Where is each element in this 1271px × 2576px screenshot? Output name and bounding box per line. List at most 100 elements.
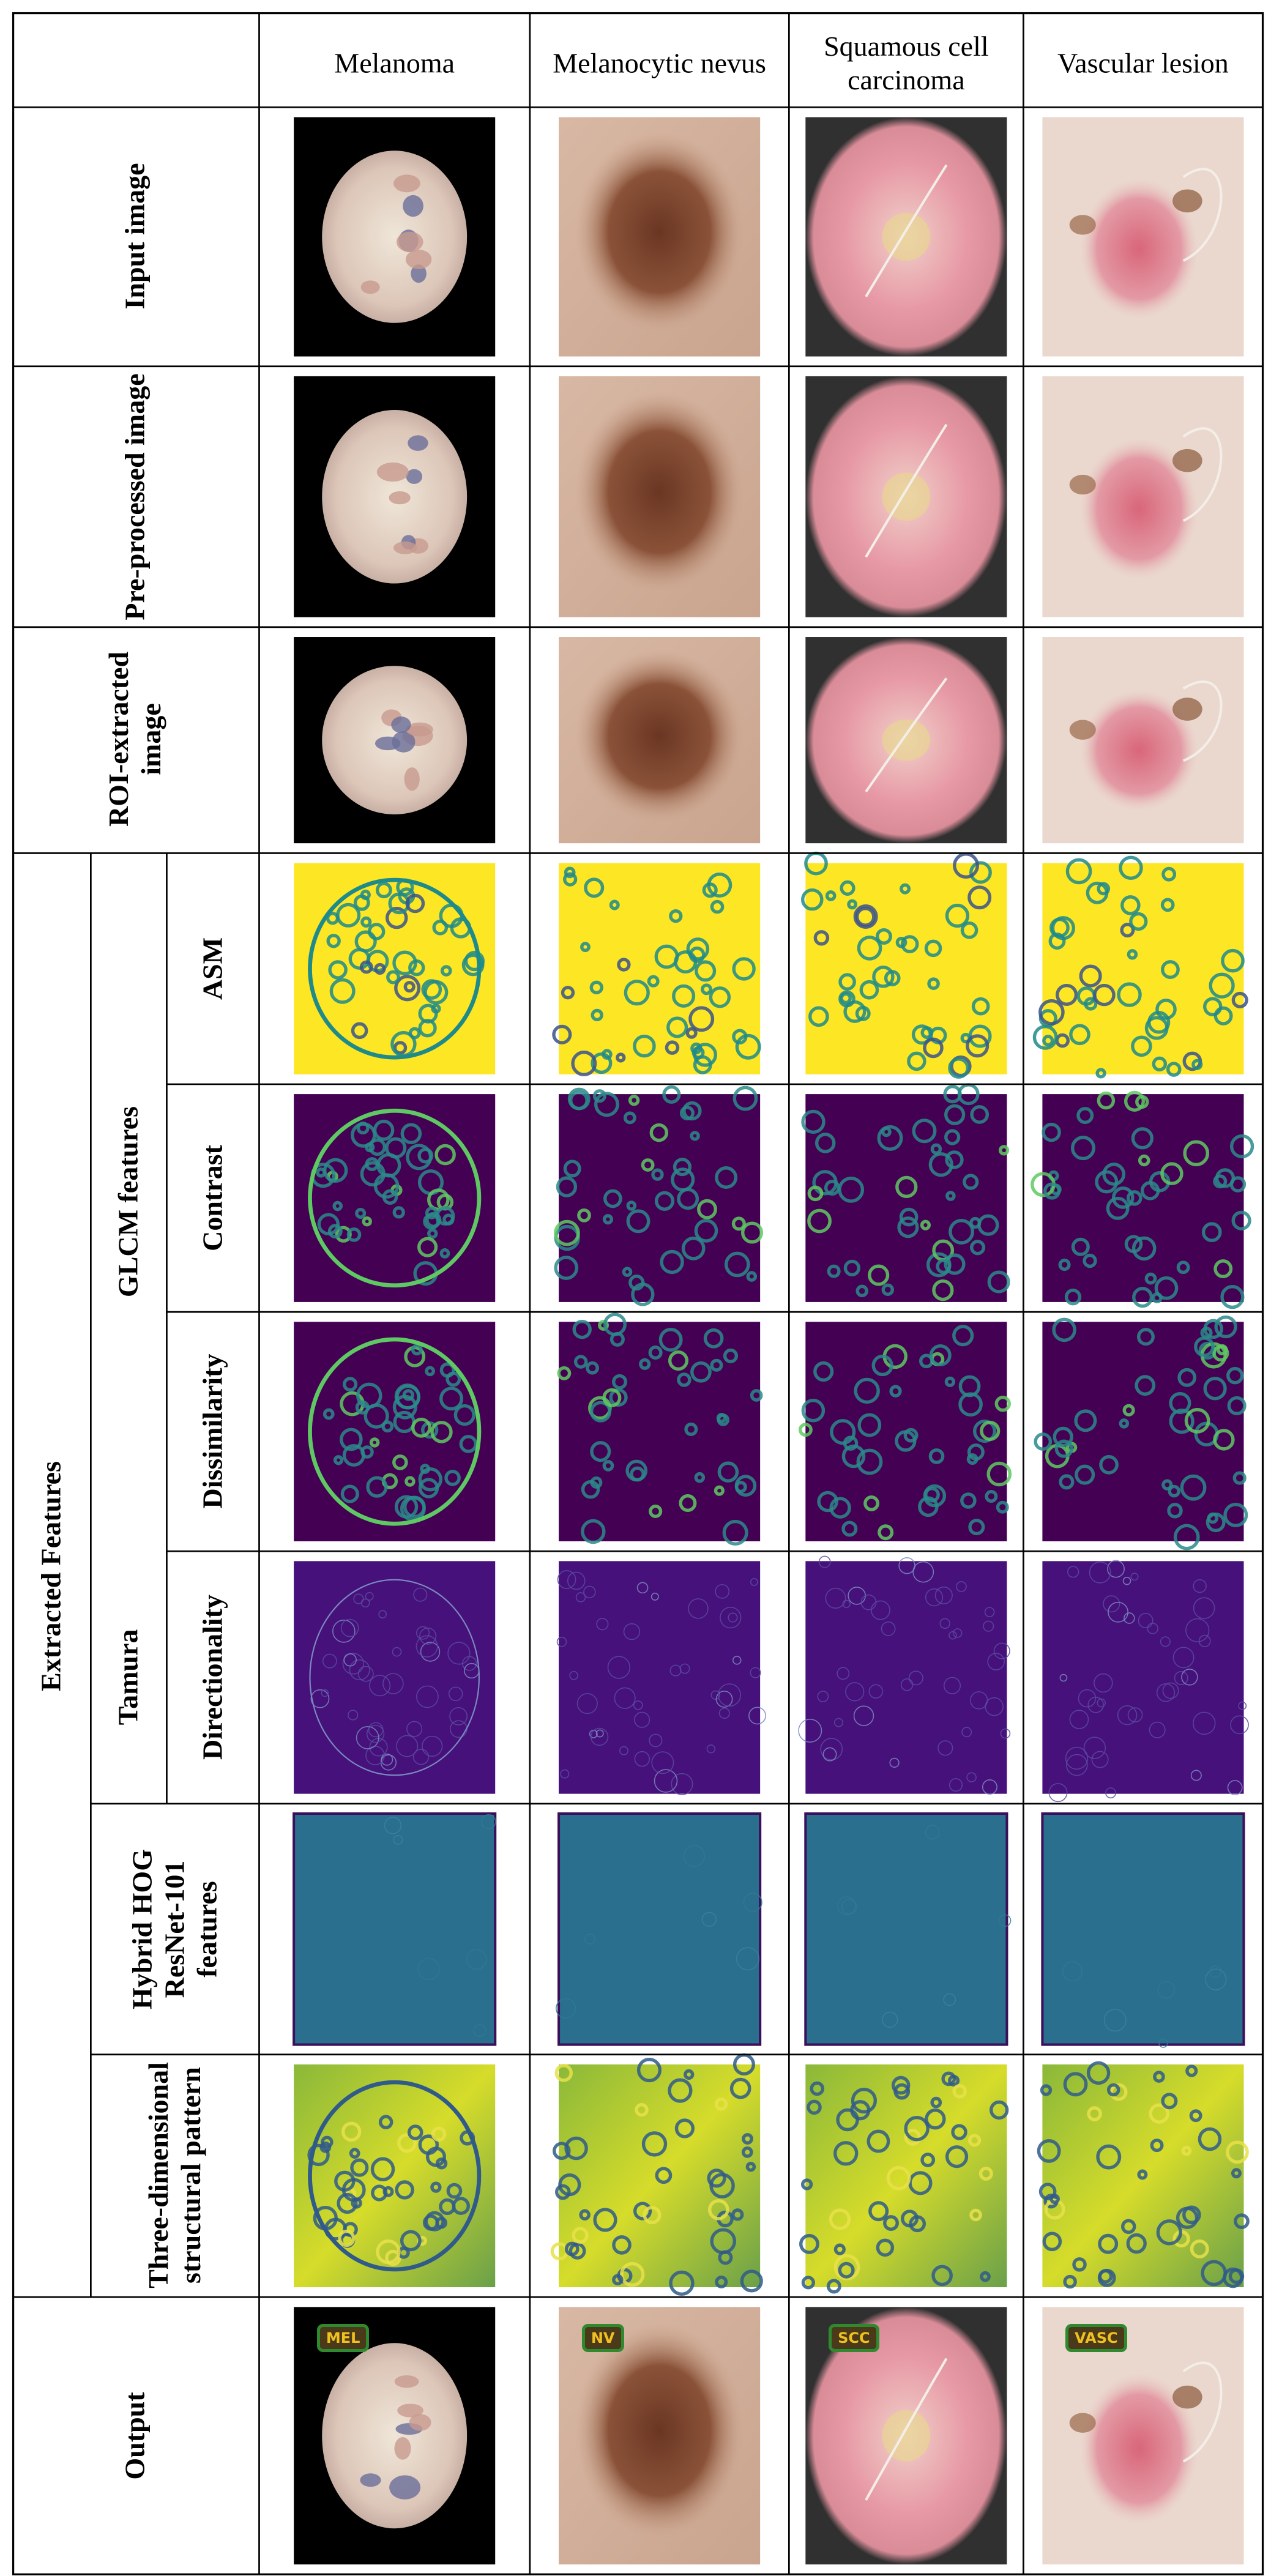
texture: [750, 1667, 761, 1678]
texture: [810, 2081, 825, 2096]
texture: [1062, 1961, 1083, 1982]
texture: [822, 1747, 837, 1762]
texture: [351, 1022, 368, 1040]
texture: [651, 1168, 664, 1181]
texture: [970, 1105, 990, 1124]
texture: [953, 852, 980, 879]
texture: [453, 1404, 475, 1426]
texture: [750, 1389, 763, 1402]
texture: [649, 1123, 669, 1142]
texture: [931, 2265, 953, 2287]
texture: [1042, 1035, 1054, 1047]
texture: [447, 1642, 471, 1665]
texture: [1058, 1259, 1071, 1271]
texture: [799, 2233, 819, 2254]
texture: [949, 1778, 963, 1792]
texture: [405, 893, 425, 914]
texture: [602, 1049, 613, 1060]
texture: [416, 1626, 430, 1640]
texture: [444, 1470, 461, 1486]
column-header: Vascular lesion: [1057, 47, 1229, 78]
texture: [567, 1571, 586, 1590]
texture: [326, 934, 341, 948]
texture: [1065, 1746, 1089, 1770]
lesion: [575, 649, 744, 823]
lesion-spot: [389, 2475, 421, 2500]
texture: [564, 2241, 580, 2257]
texture: [385, 2249, 401, 2266]
texture: [341, 2121, 362, 2142]
texture: [586, 1361, 599, 1375]
texture: [583, 1585, 596, 1598]
texture: [729, 2077, 751, 2099]
texture: [941, 2071, 956, 2086]
texture: [374, 962, 386, 975]
texture: [807, 2099, 822, 2115]
texture: [575, 1592, 586, 1603]
texture: [980, 1420, 1001, 1442]
texture: [641, 1158, 655, 1172]
texture: [943, 1993, 956, 2006]
lesion-spot: [1172, 698, 1202, 721]
texture: [868, 1684, 884, 1699]
lesion: [1078, 436, 1200, 581]
row-label: ROI-extracted image: [103, 652, 167, 827]
texture: [591, 1052, 613, 1074]
texture: [813, 1361, 834, 1382]
texture: [1227, 1780, 1243, 1795]
texture: [1078, 1689, 1097, 1708]
texture: [359, 960, 373, 974]
lesion-spot: [394, 2436, 411, 2460]
texture: [881, 1621, 896, 1636]
texture: [649, 1504, 663, 1519]
texture: [346, 1227, 362, 1242]
texture: [1087, 2106, 1102, 2121]
texture: [1150, 2139, 1164, 2153]
texture: [971, 997, 990, 1016]
texture: [1229, 1134, 1254, 1159]
texture: [920, 2153, 936, 2167]
texture: [1193, 1597, 1215, 1620]
texture: [378, 2115, 393, 2129]
texture: [1065, 858, 1092, 885]
texture: [847, 899, 858, 910]
texture: [838, 2261, 855, 2279]
texture: [392, 1454, 408, 1470]
texture: [830, 1419, 856, 1445]
texture: [899, 1207, 919, 1227]
texture: [669, 909, 683, 923]
texture: [1095, 1170, 1119, 1194]
texture: [1124, 1090, 1146, 1112]
texture: [845, 1682, 865, 1702]
texture: [1075, 1464, 1095, 1485]
texture: [1093, 983, 1116, 1007]
texture: [969, 2208, 982, 2222]
texture: [707, 2168, 726, 2188]
texture: [1149, 2103, 1169, 2124]
texture: [920, 1219, 931, 1230]
texture: [634, 1711, 650, 1728]
texture: [564, 2136, 588, 2161]
texture: [349, 2148, 360, 2159]
texture: [685, 1027, 698, 1039]
lesion-spot: [360, 2473, 381, 2487]
texture: [928, 1448, 945, 1464]
texture: [909, 2215, 926, 2233]
texture: [633, 1700, 643, 1710]
texture: [746, 1271, 758, 1282]
texture: [1106, 2083, 1120, 2097]
texture: [688, 1006, 715, 1032]
texture: [607, 1656, 631, 1679]
texture: [1200, 1327, 1213, 1339]
class-badge: VASC: [1065, 2323, 1127, 2352]
texture: [951, 2124, 967, 2140]
texture: [327, 1224, 343, 1239]
texture: [590, 1727, 609, 1746]
texture: [404, 1476, 416, 1487]
texture: [1193, 1579, 1207, 1593]
texture: [407, 2124, 423, 2140]
texture: [1042, 1122, 1061, 1142]
texture: [1238, 1701, 1247, 1710]
texture: [855, 907, 876, 927]
texture: [966, 1772, 977, 1782]
